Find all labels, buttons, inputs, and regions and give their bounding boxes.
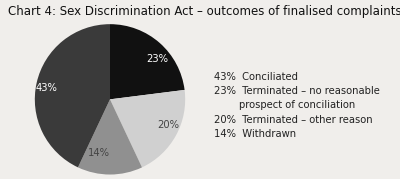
Wedge shape bbox=[110, 24, 184, 99]
Wedge shape bbox=[35, 24, 110, 167]
Text: 23%: 23% bbox=[146, 54, 168, 64]
Text: 14%: 14% bbox=[88, 148, 110, 158]
Text: 43%  Conciliated
23%  Terminated – no reasonable
        prospect of conciliatio: 43% Conciliated 23% Terminated – no reas… bbox=[214, 72, 380, 139]
Text: 20%: 20% bbox=[158, 120, 180, 130]
Text: 43%: 43% bbox=[35, 83, 57, 93]
Wedge shape bbox=[110, 90, 185, 167]
Wedge shape bbox=[78, 99, 142, 175]
Text: Chart 4: Sex Discrimination Act – outcomes of finalised complaints: Chart 4: Sex Discrimination Act – outcom… bbox=[8, 5, 400, 18]
